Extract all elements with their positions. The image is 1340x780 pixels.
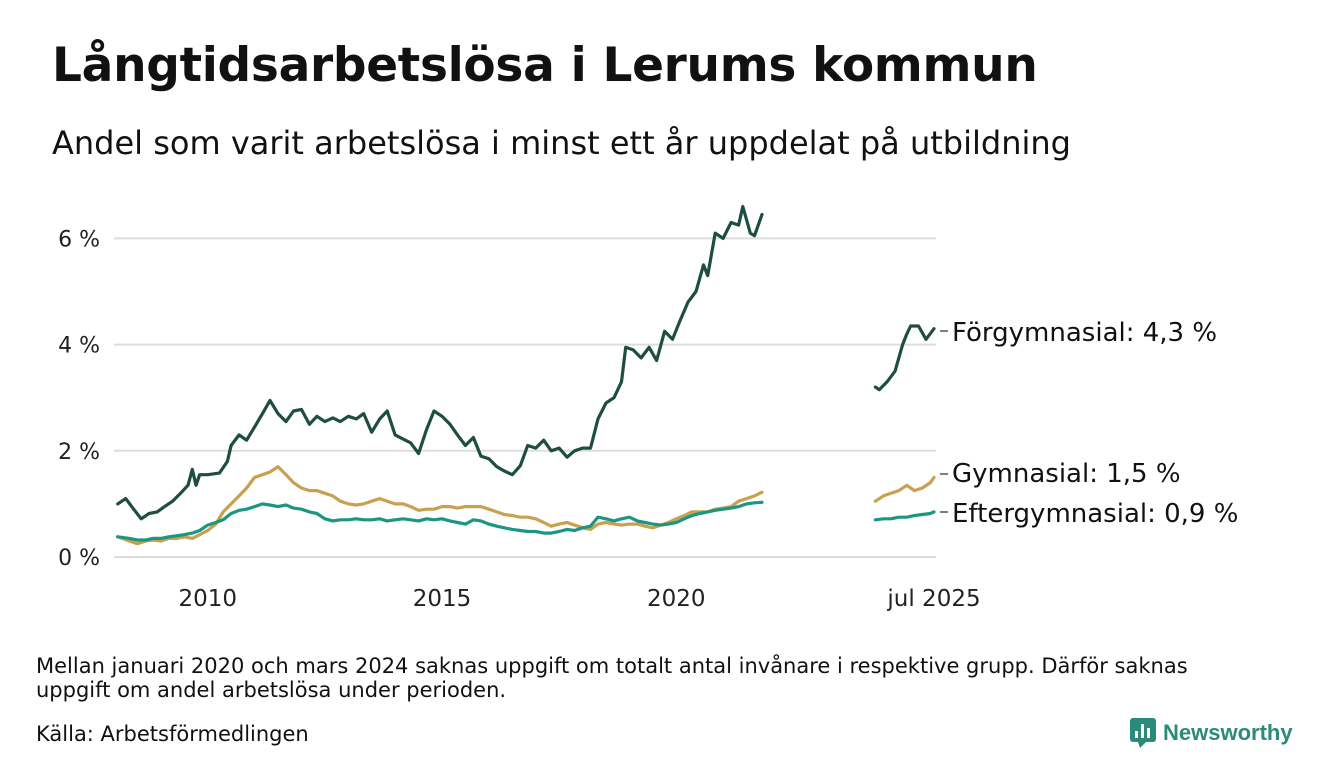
y-tick-label: 4 % xyxy=(58,334,100,359)
series-label-gymnasial: Gymnasial: 1,5 % xyxy=(952,459,1181,489)
series-label-forgymnasial: Förgymnasial: 4,3 % xyxy=(952,318,1217,348)
series-labels: Förgymnasial: 4,3 % Gymnasial: 1,5 % Efter… xyxy=(940,318,1238,529)
chart-subtitle: Andel som varit arbetslösa i minst ett å… xyxy=(52,124,1071,162)
y-tick-label: 2 % xyxy=(58,440,100,465)
newsworthy-logo: Newsworthy xyxy=(1130,718,1293,748)
series-line-forgymnasial xyxy=(116,204,764,521)
x-tick-label: 2020 xyxy=(647,586,706,612)
series-line-forgymnasial xyxy=(873,324,936,392)
bar-chart-logo-icon xyxy=(1130,718,1156,748)
brand-name: Newsworthy xyxy=(1163,720,1293,745)
y-tick-label: 0 % xyxy=(58,546,100,571)
grid-lines xyxy=(114,237,936,558)
chart-title: Långtidsarbetslösa i Lerums kommun xyxy=(52,38,1038,93)
series-line-eftergymnasial xyxy=(873,510,936,522)
x-tick-label: jul 2025 xyxy=(886,586,980,612)
series-lines xyxy=(116,204,936,546)
series-line-gymnasial xyxy=(873,475,936,503)
x-tick-label: 2010 xyxy=(178,586,237,612)
series-line-eftergymnasial xyxy=(116,500,764,542)
series-label-eftergymnasial: Eftergymnasial: 0,9 % xyxy=(952,499,1238,529)
x-axis: 2010 2015 2020 jul 2025 xyxy=(178,586,980,612)
x-tick-label: 2015 xyxy=(413,586,472,612)
y-tick-label: 6 % xyxy=(58,227,100,252)
series-line-gymnasial xyxy=(116,465,764,546)
footnote: Mellan januari 2020 och mars 2024 saknas… xyxy=(36,654,1188,702)
line-chart: 0 % 2 % 4 % 6 % 2010 2015 2020 jul 2025 Förgym… xyxy=(58,204,1238,612)
y-axis: 0 % 2 % 4 % 6 % xyxy=(58,227,100,571)
source-text: Källa: Arbetsförmedlingen xyxy=(36,722,309,746)
